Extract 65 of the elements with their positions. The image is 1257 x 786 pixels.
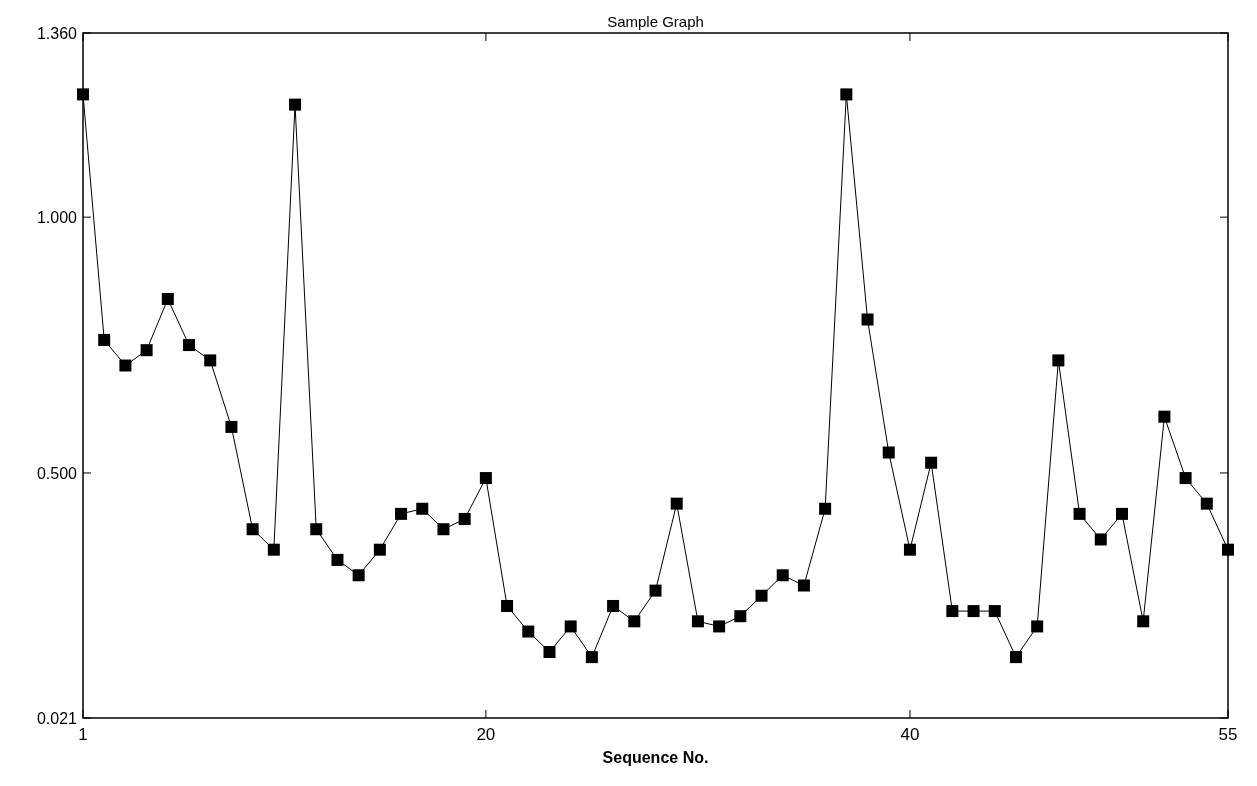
y-tick-label: 0.021 [36,709,78,727]
point [331,553,344,566]
point [755,589,768,602]
point [289,98,302,111]
y-tick-label: 0.500 [36,464,78,482]
point [988,605,1001,618]
x-tick-label: 1 [78,725,88,744]
point [119,359,132,372]
point [543,646,556,659]
point [1052,354,1065,367]
point [522,625,535,638]
x-tick-label: 55 [1218,725,1238,744]
point [183,339,196,352]
point [797,579,810,592]
point [713,620,726,633]
chart-title: Sample Graph [607,13,704,30]
point [416,502,429,515]
point [1200,497,1213,510]
point [437,523,450,536]
point [670,497,683,510]
point [458,513,471,525]
point [585,651,598,664]
point [1222,543,1234,556]
point [225,420,238,433]
point [161,293,174,306]
point [649,584,662,597]
point [1073,507,1086,520]
point [204,354,217,367]
point [607,599,620,612]
point [479,472,492,485]
point [1158,410,1171,423]
point [1115,507,1128,520]
point [628,615,641,628]
point [1137,615,1150,628]
y-tick-label: 1.000 [36,208,78,226]
x-axis-title: Sequence No. [602,749,709,766]
point [903,543,916,556]
point [1094,533,1107,546]
point [776,569,789,582]
point [310,523,323,536]
point [925,456,938,469]
point [98,333,111,346]
point [395,507,408,520]
x-tick-label: 40 [900,725,920,744]
point [1179,472,1192,485]
point [967,605,980,618]
point [691,615,704,628]
point [946,605,959,618]
point [501,599,514,612]
y-tick-label: 1.360 [36,24,78,42]
point [861,313,874,326]
point [819,502,832,515]
point [1031,620,1044,633]
x-tick-label: 20 [476,725,496,744]
point [840,88,853,101]
point [267,543,280,556]
point [352,569,365,582]
point [564,620,577,633]
point [140,344,153,357]
point [1009,651,1022,664]
point [734,610,747,623]
point [77,88,89,101]
point [882,446,895,459]
point [246,523,259,536]
point [373,543,386,556]
